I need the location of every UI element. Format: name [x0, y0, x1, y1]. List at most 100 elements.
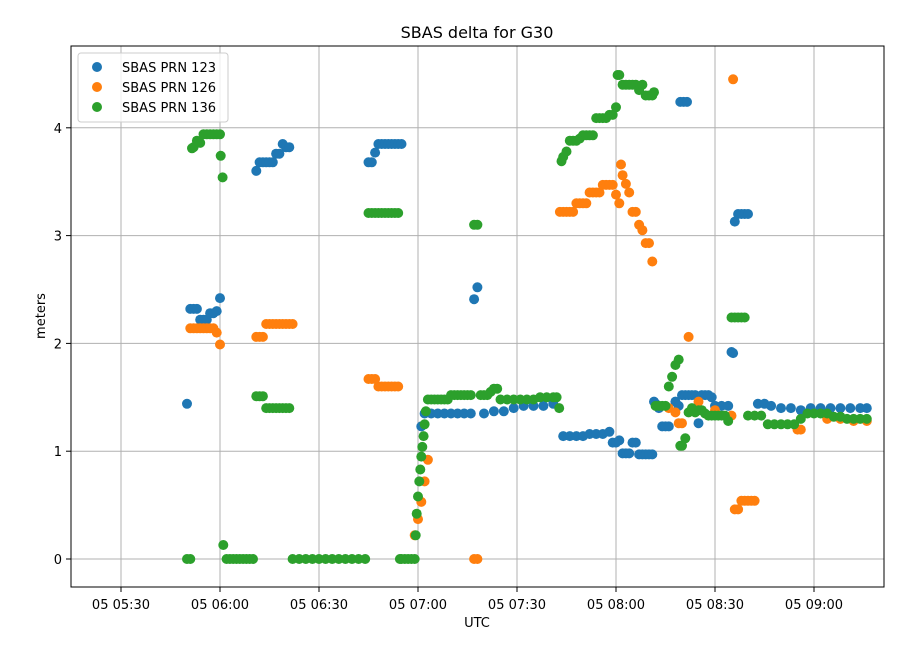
- legend-marker-prn123: [92, 62, 102, 72]
- legend-label-prn126: SBAS PRN 126: [122, 81, 216, 96]
- y-tick-label: 2: [54, 337, 62, 352]
- data-point: [630, 206, 641, 217]
- data-point: [284, 403, 295, 414]
- data-point: [409, 554, 420, 564]
- data-point: [677, 440, 687, 451]
- data-point: [660, 400, 671, 411]
- data-point: [682, 96, 692, 107]
- legend-marker-prn136: [92, 102, 102, 112]
- y-tick-label: 3: [54, 230, 62, 245]
- data-point: [287, 319, 298, 329]
- data-point: [743, 209, 753, 219]
- legend-marker-prn126: [92, 82, 102, 92]
- data-point: [614, 435, 625, 446]
- data-point: [677, 418, 687, 429]
- data-point: [396, 139, 407, 149]
- data-point: [418, 431, 429, 442]
- data-point: [673, 354, 684, 365]
- data-point: [472, 219, 483, 230]
- data-point: [211, 306, 222, 317]
- data-point: [756, 410, 767, 421]
- data-point: [417, 441, 428, 452]
- data-point: [620, 178, 631, 189]
- data-point: [647, 256, 658, 267]
- data-point: [683, 331, 694, 342]
- data-point: [845, 403, 856, 414]
- data-point: [215, 293, 225, 304]
- data-point: [469, 294, 480, 305]
- data-point: [667, 371, 678, 382]
- data-point: [248, 554, 258, 564]
- data-point: [465, 408, 476, 419]
- data-point: [861, 413, 872, 424]
- data-point: [795, 413, 806, 424]
- data-point: [637, 225, 648, 236]
- legend: SBAS PRN 123 SBAS PRN 126 SBAS PRN 136: [77, 52, 229, 123]
- data-point: [251, 165, 262, 176]
- data-point: [492, 383, 503, 394]
- data-point: [366, 157, 377, 168]
- data-point: [785, 403, 796, 414]
- x-tick-label: 05 05:30: [92, 598, 150, 613]
- data-point: [637, 79, 648, 90]
- data-point: [581, 198, 592, 209]
- data-point: [617, 170, 628, 181]
- data-point: [472, 282, 483, 293]
- data-point: [693, 418, 704, 429]
- data-points: [182, 70, 872, 564]
- series-2: [185, 74, 872, 564]
- data-point: [414, 476, 425, 487]
- data-point: [723, 400, 734, 411]
- data-point: [370, 147, 381, 158]
- grid: [71, 46, 884, 587]
- data-point: [360, 554, 371, 564]
- data-point: [607, 109, 618, 120]
- data-point: [410, 530, 421, 541]
- data-point: [670, 407, 681, 418]
- data-point: [749, 495, 760, 506]
- data-point: [498, 406, 509, 417]
- data-point: [420, 406, 431, 417]
- series-3: [182, 70, 872, 564]
- data-point: [728, 348, 739, 359]
- data-point: [465, 390, 476, 401]
- x-axis-label: UTC: [464, 616, 490, 631]
- y-tick-label: 0: [54, 553, 62, 568]
- data-point: [538, 400, 549, 411]
- data-point: [729, 216, 740, 227]
- data-point: [393, 381, 404, 392]
- data-point: [217, 172, 228, 183]
- data-point: [647, 449, 658, 460]
- data-point: [257, 391, 268, 402]
- x-tick-label: 05 08:30: [686, 598, 744, 613]
- data-point: [733, 504, 744, 515]
- data-point: [393, 208, 404, 218]
- data-point: [508, 403, 519, 414]
- data-point: [416, 451, 427, 462]
- data-point: [182, 398, 192, 409]
- data-point: [739, 312, 750, 323]
- chart-title: SBAS delta for G30: [401, 23, 554, 42]
- legend-label-prn136: SBAS PRN 136: [122, 101, 216, 116]
- data-point: [413, 491, 423, 502]
- data-point: [624, 448, 635, 459]
- y-tick-label: 1: [54, 445, 62, 460]
- x-tick-label: 05 06:30: [290, 598, 348, 613]
- plot-frame: [70, 45, 885, 588]
- data-point: [611, 189, 621, 200]
- data-point: [551, 392, 562, 403]
- data-point: [680, 433, 691, 444]
- y-axis-label: meters: [34, 293, 49, 339]
- data-point: [415, 464, 426, 475]
- data-point: [663, 421, 674, 432]
- data-point: [776, 403, 786, 414]
- data-point: [267, 157, 278, 168]
- data-point: [604, 426, 615, 437]
- x-tick-label: 05 09:00: [785, 598, 843, 613]
- x-tick-label: 05 07:00: [389, 598, 447, 613]
- data-point: [211, 327, 222, 338]
- data-point: [284, 142, 295, 153]
- data-point: [861, 403, 872, 414]
- legend-frame: [77, 52, 229, 123]
